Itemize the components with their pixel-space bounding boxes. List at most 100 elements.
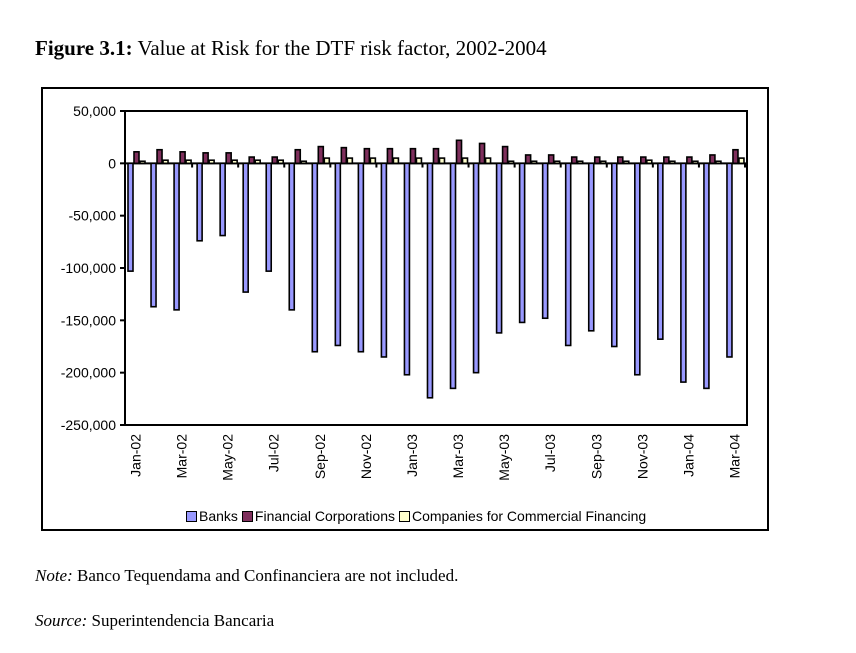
note-label: Note: — [35, 566, 73, 585]
bar-banks-apr-03 — [472, 162, 480, 374]
legend-swatch-commercial-financing — [399, 510, 410, 522]
bar-financial-corporations-jul-03 — [547, 154, 555, 165]
bar-financial-corporations-apr-03 — [478, 142, 486, 165]
y-tick-label: 0 — [108, 155, 116, 171]
bar-companies-for-commercial-financing-dec-02 — [392, 157, 400, 165]
bar--negative-stub-may-03 — [513, 163, 516, 168]
legend-item-commercial-financing: Companies for Commercial Financing — [399, 508, 646, 524]
bar-financial-corporations-dec-02 — [386, 147, 394, 165]
bar-financial-corporations-feb-02 — [156, 148, 163, 165]
figure-label: Figure 3.1: — [35, 36, 133, 60]
bar-banks-aug-02 — [288, 162, 296, 311]
bar-companies-for-commercial-financing-jan-02 — [139, 160, 146, 165]
bar-companies-for-commercial-financing-jun-02 — [254, 159, 261, 165]
bar-financial-corporations-sep-03 — [593, 156, 601, 165]
bar-banks-may-03 — [495, 162, 503, 334]
x-axis-ticks: Jan-02 Mar-02 May-02 Jul-02 Sep-02 Nov-02 Jan-… — [128, 434, 743, 481]
source: Source: Superintendencia Bancaria — [35, 611, 274, 631]
x-tick-label: May-02 — [220, 434, 236, 481]
bar-companies-for-commercial-financing-oct-03 — [622, 160, 630, 165]
bar-financial-corporations-may-03 — [501, 145, 509, 165]
legend: Banks Financial Corporations Companies f… — [186, 508, 650, 524]
bar-financial-corporations-apr-02 — [202, 152, 209, 165]
bar--negative-stub-nov-02 — [375, 163, 378, 168]
bar-banks-aug-03 — [564, 162, 572, 347]
bar-banks-jan-02 — [127, 162, 134, 272]
bar-banks-sep-02 — [311, 162, 319, 353]
bar-companies-for-commercial-financing-mar-03 — [461, 157, 469, 165]
bar-companies-for-commercial-financing-nov-03 — [646, 159, 653, 165]
bar--negative-stub-mar-02 — [191, 163, 194, 168]
figure-caption: Value at Risk for the DTF risk factor, 2… — [137, 36, 547, 60]
x-tick-label: Nov-03 — [634, 434, 650, 479]
y-tick-label: 50,000 — [73, 103, 116, 119]
x-tick-label: Nov-02 — [358, 434, 374, 479]
y-tick-label: -150,000 — [61, 312, 116, 328]
bar-financial-corporations-nov-02 — [363, 147, 371, 165]
bar--negative-stub-jul-02 — [283, 163, 286, 168]
bar-companies-for-commercial-financing-jan-03 — [415, 157, 423, 165]
bar-financial-corporations-mar-02 — [179, 151, 186, 165]
bar-financial-corporations-oct-02 — [340, 146, 348, 165]
bar-companies-for-commercial-financing-sep-03 — [599, 160, 607, 165]
bar-banks-dec-03 — [657, 162, 664, 340]
bar-companies-for-commercial-financing-jan-04 — [692, 160, 699, 165]
bar-banks-apr-02 — [196, 162, 203, 242]
bar-financial-corporations-aug-02 — [294, 148, 302, 165]
bar-banks-jul-03 — [541, 162, 549, 320]
bar-banks-jan-03 — [403, 162, 411, 376]
y-tick-label: -200,000 — [61, 365, 116, 381]
bar-banks-oct-03 — [610, 162, 618, 348]
bar--negative-stub-jul-03 — [559, 163, 562, 168]
bar-companies-for-commercial-financing-may-03 — [507, 160, 515, 165]
bar-banks-nov-03 — [634, 162, 641, 376]
bar-financial-corporations-feb-04 — [709, 154, 716, 165]
bar-financial-corporations-mar-04 — [732, 148, 739, 165]
bar-companies-for-commercial-financing-mar-04 — [738, 157, 745, 165]
x-tick-label: Jan-04 — [680, 434, 696, 477]
legend-label-commercial-financing: Companies for Commercial Financing — [412, 508, 647, 524]
bar-companies-for-commercial-financing-dec-03 — [669, 160, 676, 165]
legend-label-banks: Banks — [199, 508, 238, 524]
bar-companies-for-commercial-financing-sep-02 — [323, 157, 331, 165]
x-tick-label: Jan-02 — [128, 434, 144, 477]
bar-financial-corporations-dec-03 — [663, 156, 670, 165]
bar-banks-jan-04 — [680, 162, 687, 383]
bar-financial-corporations-jun-03 — [524, 154, 532, 165]
bar--negative-stub-jan-04 — [697, 163, 700, 168]
bar-financial-corporations-may-02 — [225, 152, 232, 165]
bar-banks-may-02 — [219, 162, 226, 237]
bar-financial-corporations-nov-03 — [640, 156, 647, 165]
bar-banks-jun-03 — [518, 162, 526, 324]
bar--negative-stub-sep-02 — [329, 163, 332, 168]
bar-financial-corporations-mar-03 — [455, 139, 463, 165]
bar-banks-feb-03 — [426, 162, 434, 399]
y-tick-label: -100,000 — [61, 260, 116, 276]
bar-banks-oct-02 — [334, 162, 342, 347]
bar-companies-for-commercial-financing-feb-03 — [438, 157, 446, 165]
legend-item-banks: Banks — [186, 508, 238, 524]
x-tick-label: Jan-03 — [404, 434, 420, 477]
bar--negative-stub-nov-03 — [651, 163, 654, 168]
bar-companies-for-commercial-financing-apr-03 — [484, 157, 492, 165]
x-tick-label: Mar-02 — [174, 434, 190, 479]
bar--negative-stub-sep-03 — [605, 163, 608, 168]
bar-banks-jun-02 — [242, 162, 249, 293]
bar-banks-mar-04 — [726, 162, 733, 358]
x-tick-label: Mar-04 — [726, 434, 742, 479]
bar-banks-sep-03 — [587, 162, 595, 332]
y-tick-label: -50,000 — [69, 208, 117, 224]
bar-banks-mar-02 — [173, 162, 180, 311]
bar-financial-corporations-jul-02 — [271, 156, 279, 165]
figure-title: Figure 3.1: Value at Risk for the DTF ri… — [35, 36, 547, 61]
bar-banks-jul-02 — [265, 162, 273, 272]
x-tick-label: Sep-03 — [588, 434, 604, 479]
bar-companies-for-commercial-financing-aug-02 — [300, 160, 308, 165]
x-tick-label: Mar-03 — [450, 434, 466, 479]
bar-companies-for-commercial-financing-nov-02 — [369, 157, 377, 165]
bar-companies-for-commercial-financing-aug-03 — [576, 160, 584, 165]
bar-financial-corporations-jan-04 — [686, 156, 693, 165]
x-tick-label: Jul-02 — [266, 434, 282, 472]
legend-swatch-banks — [186, 510, 197, 522]
